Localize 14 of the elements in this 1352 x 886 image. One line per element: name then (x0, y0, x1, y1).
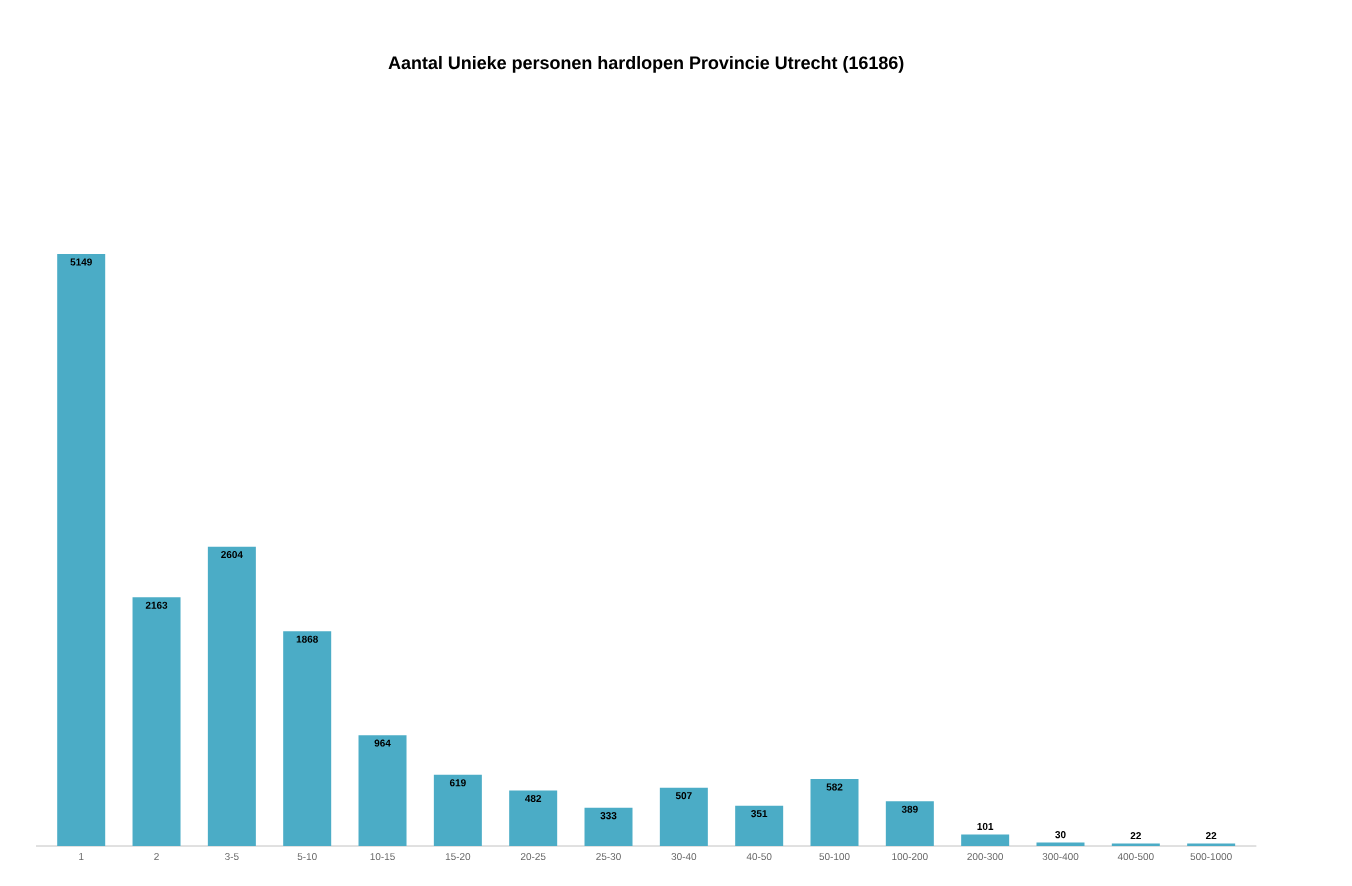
bar (735, 805, 784, 846)
bar (207, 546, 256, 846)
bar (659, 787, 708, 846)
bar (57, 254, 106, 846)
chart-title: Aantal Unieke personen hardlopen Provincie Utrecht (16186) (388, 55, 904, 73)
bar (885, 801, 934, 846)
bar (283, 631, 332, 846)
bar (132, 597, 181, 846)
bar (810, 779, 859, 846)
bar (433, 774, 482, 846)
bar (358, 735, 407, 846)
bar (584, 807, 633, 846)
bar (509, 790, 558, 846)
bar (961, 834, 1010, 846)
